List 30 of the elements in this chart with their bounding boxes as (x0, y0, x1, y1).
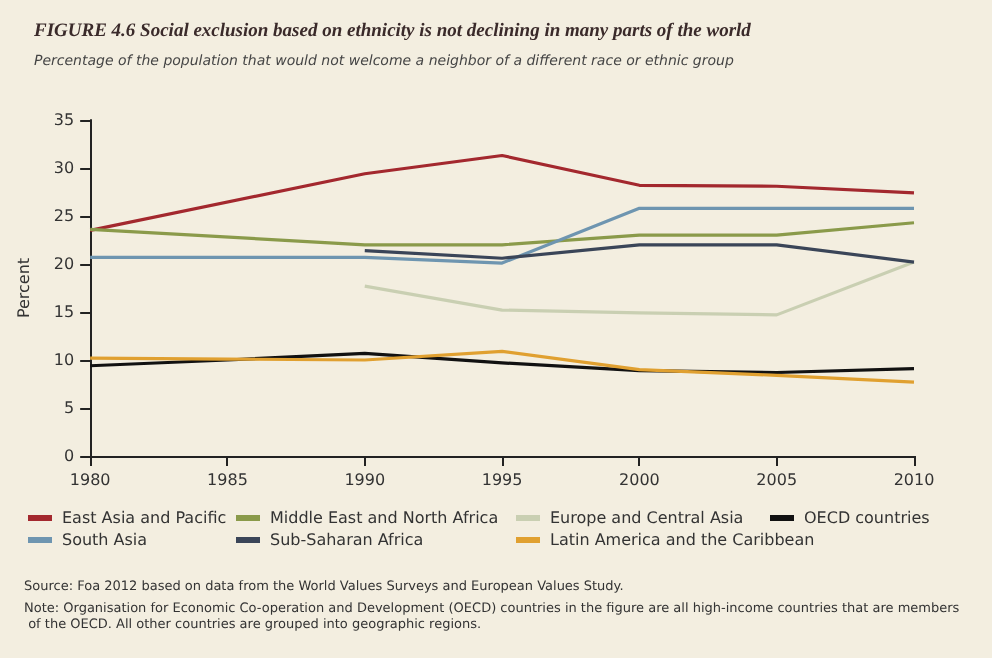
y-tick-label: 10 (53, 351, 75, 369)
x-tick-label: 2005 (756, 471, 798, 489)
chart-title: FIGURE 4.6 Social exclusion based on ethnicity is not declining in many parts of the world (32, 22, 752, 42)
legend-label: South Asia (62, 531, 148, 549)
x-tick-label: 1990 (344, 471, 386, 489)
x-tick-label: 1995 (481, 471, 523, 489)
line-series (88, 349, 916, 384)
x-tick-label: 2010 (893, 471, 935, 489)
legend-label: East Asia and Pacific (62, 509, 227, 527)
y-tick-label: 5 (63, 399, 75, 417)
legend-label: Europe and Central Asia (550, 509, 744, 527)
x-tick-label: 2000 (619, 471, 660, 489)
line-series (88, 153, 916, 232)
legend-label: OECD countries (804, 509, 930, 527)
y-tick-label: 0 (63, 447, 75, 465)
y-tick-label: 20 (53, 255, 75, 273)
line-series (88, 221, 916, 247)
line-series (88, 351, 916, 375)
x-tick-label: 1985 (207, 471, 248, 489)
legend-label: Sub-Saharan Africa (270, 531, 424, 549)
line-series (363, 243, 916, 264)
y-tick-label: 25 (53, 207, 75, 225)
y-axis-title: Percent (15, 257, 33, 319)
y-tick-label: 35 (53, 111, 75, 129)
x-tick-label: 1980 (69, 471, 111, 489)
y-tick-label: 30 (53, 159, 75, 177)
line-series (363, 260, 916, 317)
legend-label: Latin America and the Caribbean (550, 531, 815, 549)
y-tick-label: 15 (53, 303, 75, 321)
legend-label: Middle East and North Africa (270, 509, 499, 527)
